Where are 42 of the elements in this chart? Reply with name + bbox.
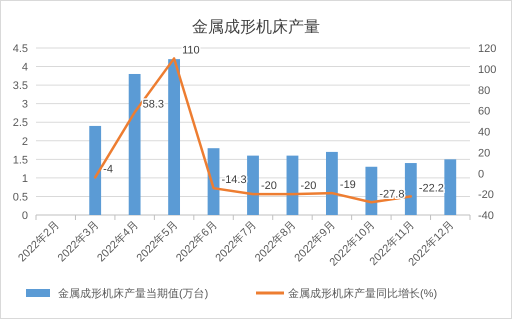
bar [128, 74, 141, 215]
y2-tick-label: 80 [478, 84, 490, 97]
y2-tick-label: 100 [478, 64, 496, 76]
y-tick-label: 3.5 [12, 80, 28, 92]
y2-tick-label: 0 [478, 168, 484, 180]
y2-tick-label: -20 [478, 189, 494, 202]
y2-tick-label: 60 [478, 106, 490, 118]
y2-tick-label: 120 [478, 43, 496, 55]
bar [404, 163, 417, 215]
y-tick-label: 0 [22, 210, 28, 222]
y2-tick-label: -40 [478, 210, 494, 222]
y-tick-label: 2.5 [12, 117, 28, 130]
chart-title: 金属成形机床产量 [192, 18, 320, 36]
line-series [94, 57, 412, 204]
bar [286, 156, 298, 215]
y-tick-label: 4.5 [12, 43, 28, 55]
data-label: -27.8 [379, 188, 404, 200]
data-label: -14.3 [222, 174, 247, 186]
legend-label: 金属成形机床产量同比增长(%) [288, 287, 438, 300]
data-label: -20 [261, 180, 277, 192]
bar [444, 159, 456, 215]
y-tick-label: 2 [22, 136, 28, 148]
bar [247, 156, 259, 215]
bar [365, 166, 378, 215]
y2-tick-label: 40 [478, 126, 490, 138]
data-label: -20 [300, 180, 316, 192]
y-tick-label: 1 [22, 172, 28, 185]
y-tick-label: 4 [22, 62, 28, 74]
y-tick-label: 1.5 [12, 154, 28, 166]
data-label: 58.3 [142, 98, 164, 110]
y2-tick-label: 20 [478, 147, 490, 160]
data-label: -4 [103, 163, 113, 176]
bar [326, 152, 338, 215]
y-tick-label: 0.5 [12, 191, 28, 204]
data-label: -22.2 [418, 182, 444, 194]
legend-label: 金属成形机床产量当期值(万台) [58, 287, 208, 300]
data-label: 110 [182, 44, 200, 56]
y-tick-label: 3 [22, 98, 28, 111]
bar [89, 126, 102, 215]
bar [168, 59, 180, 215]
bar [208, 148, 220, 215]
data-label: -19 [340, 179, 356, 192]
